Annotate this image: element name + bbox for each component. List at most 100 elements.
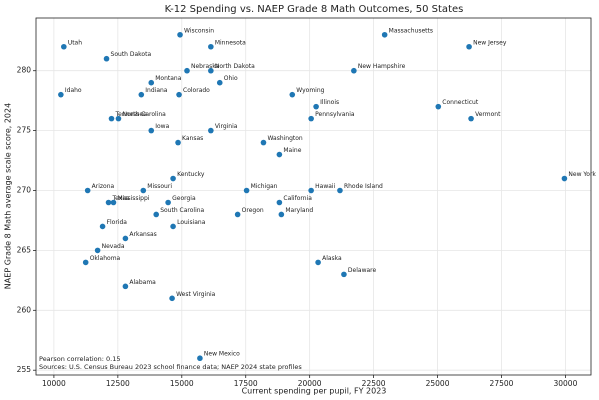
x-tick-label: 17500 — [234, 379, 258, 388]
point-label: Washington — [267, 135, 302, 142]
point — [108, 115, 115, 122]
point — [468, 115, 474, 122]
point — [115, 115, 122, 122]
point — [243, 187, 250, 194]
point-label: Indiana — [145, 87, 168, 94]
point — [105, 199, 112, 206]
point — [103, 55, 110, 62]
point-label: Florida — [107, 219, 128, 226]
point — [234, 211, 241, 218]
plot-frame — [35, 17, 592, 376]
point — [208, 127, 214, 134]
point-label: South Carolina — [160, 207, 204, 214]
point — [337, 187, 343, 194]
point-label: Missouri — [147, 183, 172, 190]
point-label: New Hampshire — [358, 63, 406, 70]
point — [110, 199, 117, 206]
point — [289, 91, 296, 98]
x-tick-label: 27500 — [490, 379, 514, 388]
point — [351, 67, 357, 74]
point — [381, 31, 388, 38]
y-tick-label: 255 — [17, 365, 32, 374]
point — [208, 43, 214, 50]
y-tick-label: 260 — [17, 305, 32, 314]
point — [175, 139, 181, 146]
point-label: Connecticut — [442, 99, 479, 106]
point-label: Michigan — [251, 183, 278, 190]
point-label: Delaware — [348, 267, 377, 274]
point-label: Georgia — [172, 195, 196, 202]
point — [308, 187, 314, 194]
point-label: Massachusetts — [389, 27, 433, 34]
x-tick-label: 10000 — [42, 379, 66, 388]
point-label: Kentucky — [177, 171, 205, 178]
point — [140, 187, 147, 194]
point — [308, 115, 314, 122]
point — [148, 79, 155, 86]
point — [84, 187, 91, 194]
point-label: Louisiana — [177, 219, 206, 226]
point-label: North Carolina — [122, 111, 166, 118]
point-label: Wisconsin — [184, 27, 214, 34]
y-tick-label: 265 — [17, 245, 32, 254]
point-label: California — [283, 195, 312, 202]
point — [276, 151, 283, 158]
point-label: Pennsylvania — [315, 111, 355, 118]
point — [82, 259, 89, 266]
x-tick-label: 30000 — [553, 379, 577, 388]
point-label: Oregon — [242, 207, 264, 214]
point — [341, 271, 347, 278]
point-label: North Dakota — [215, 63, 255, 70]
point-label: Virginia — [215, 123, 238, 130]
point — [313, 103, 319, 110]
point-label: Utah — [68, 39, 82, 46]
point — [466, 43, 472, 50]
point — [148, 127, 155, 134]
point — [276, 199, 283, 206]
point — [208, 67, 214, 74]
point — [278, 211, 285, 218]
x-tick-label: 22500 — [362, 379, 386, 388]
point-label: West Virginia — [176, 291, 216, 298]
point — [315, 259, 321, 266]
point-label: Iowa — [155, 123, 169, 130]
point-label: Minnesota — [215, 39, 246, 46]
point-label: New York — [568, 171, 596, 178]
point — [184, 67, 190, 74]
y-tick-label: 270 — [17, 186, 32, 195]
point-label: Ohio — [224, 75, 238, 82]
point-label: Alaska — [322, 255, 342, 262]
x-axis-label: Current spending per pupil, FY 2023 — [242, 387, 387, 396]
point — [165, 199, 171, 206]
annotation: Pearson correlation: 0.15 — [39, 355, 121, 363]
point — [61, 43, 67, 50]
point-label: Arkansas — [129, 231, 156, 238]
point — [138, 91, 145, 98]
point — [197, 355, 203, 362]
point — [153, 211, 160, 218]
point-label: Wyoming — [296, 87, 324, 94]
point-label: New Jersey — [473, 39, 507, 46]
point-label: Idaho — [65, 87, 82, 94]
point-label: Kansas — [182, 135, 203, 142]
annotation: Sources: U.S. Census Bureau 2023 school … — [39, 363, 302, 371]
point-label: Texas — [112, 195, 130, 202]
point-label: Maryland — [285, 207, 313, 214]
point — [177, 31, 183, 38]
point-label: Rhode Island — [344, 183, 383, 190]
point-label: Colorado — [183, 87, 210, 94]
x-tick-label: 25000 — [426, 379, 450, 388]
chart-title: K-12 Spending vs. NAEP Grade 8 Math Outc… — [165, 4, 464, 15]
point — [122, 283, 129, 290]
y-axis-label: NAEP Grade 8 Math average scale score, 2… — [4, 103, 13, 289]
point — [561, 175, 568, 182]
y-tick-label: 275 — [17, 126, 32, 135]
point — [58, 91, 64, 98]
point — [170, 175, 176, 182]
point-label: Nevada — [102, 243, 125, 250]
point — [99, 223, 106, 230]
y-tick-label: 280 — [17, 66, 32, 75]
point — [94, 247, 101, 254]
point-label: Arizona — [92, 183, 115, 190]
